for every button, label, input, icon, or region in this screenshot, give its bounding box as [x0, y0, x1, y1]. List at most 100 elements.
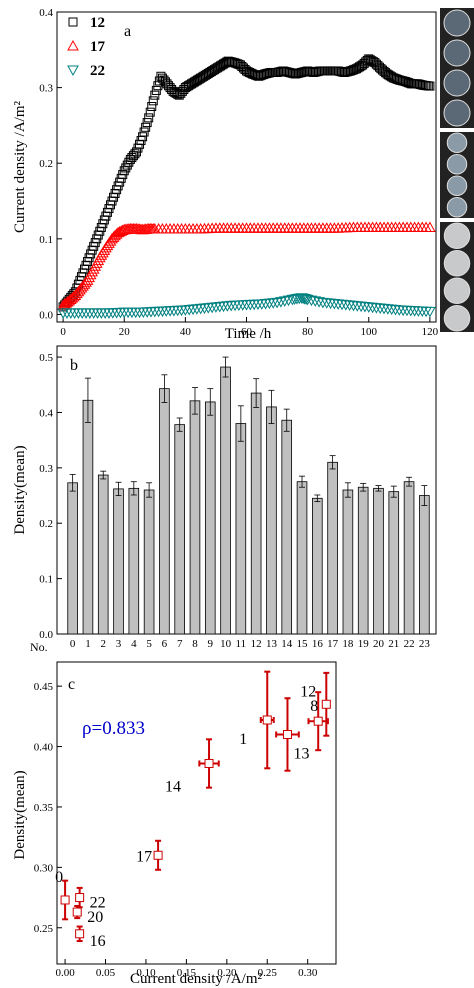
panel-c-y-axis-label: Density(mean) — [12, 770, 28, 859]
panel-c-point-label-1: 1 — [239, 731, 247, 748]
panel-a-point-12 — [138, 132, 148, 142]
panel-a-y-tick-label: 0.4 — [39, 7, 53, 19]
panel-b: 0.00.10.20.30.40.50 1 2 3 4 5 6 7 8 9 10 11 12 13 14 15… — [12, 345, 437, 654]
panel-b-y-tick-label: 0.1 — [39, 574, 53, 586]
panel-c-x-tick-label: 0.00 — [55, 967, 75, 979]
panel-a-point-12 — [145, 107, 155, 117]
panel-a-photo-well — [446, 154, 468, 175]
panel-c-point-label-8: 8 — [310, 698, 318, 715]
panel-a-point-17 — [67, 290, 80, 302]
panel-b-x-tick-label-3: 3 — [116, 638, 122, 650]
panel-a-y-tick-label: 0.2 — [39, 158, 53, 170]
panel-a-photo-well — [446, 132, 468, 153]
panel-a-point-22 — [424, 306, 436, 318]
panel-c-point-14 — [204, 758, 214, 768]
panel-a-point-22 — [305, 295, 318, 307]
panel-b-y-tick-label: 0.3 — [39, 463, 53, 475]
panel-a-point-12 — [139, 127, 149, 137]
panel-c-x-axis-label: Current density /A/m² — [130, 971, 262, 987]
panel-a-point-12 — [173, 89, 183, 99]
panel-a-point-22 — [275, 297, 287, 308]
panel-c-x-tick-label: 0.05 — [96, 967, 116, 979]
panel-c-point-label-17: 17 — [136, 848, 152, 865]
panel-b-x-tick-label-5: 5 — [146, 638, 152, 650]
panel-b-x-tick-label-12: 12 — [251, 638, 262, 650]
panel-b-bar-6 — [159, 388, 170, 635]
panel-b-x-tick-label-13: 13 — [266, 638, 278, 650]
panel-b-y-tick-label: 0.5 — [39, 352, 53, 364]
panel-c-y-tick-label: 0.35 — [34, 802, 54, 814]
panel-b-bar-5 — [143, 489, 155, 635]
panel-a-x-tick-label: 60 — [241, 326, 253, 338]
panel-b-y-tick-label: 0.4 — [39, 407, 53, 419]
panel-b-x-prefix-label: No. — [30, 640, 48, 654]
panel-b-y-tick-label: 0.0 — [39, 629, 53, 641]
panel-b-bar-14 — [281, 419, 293, 635]
panel-a-point-12 — [367, 56, 377, 66]
panel-c: 0.00 0.05 0.10 0.15 0.20 0.25 0.30 0.25 0.30 0.35… — [12, 661, 337, 987]
panel-b-bar-0 — [67, 482, 78, 635]
panel-b-x-tick-label-18: 18 — [342, 638, 354, 650]
panel-c-axes: 0.00 0.05 0.10 0.15 0.20 0.25 0.30 0.25 0.30 0.35… — [34, 681, 318, 979]
panel-a-point-12 — [237, 61, 247, 71]
panel-c-point-label-22: 22 — [90, 895, 106, 912]
panel-b-x-tick-label-20: 20 — [373, 638, 385, 650]
panel-a-y-tick-label: 0.3 — [39, 83, 53, 95]
panel-a-point-12 — [370, 58, 380, 68]
panel-a-x-tick-label: 20 — [119, 326, 131, 338]
panel-b-bar-1 — [82, 399, 94, 635]
panel-b-x-tick-label-10: 10 — [220, 638, 232, 650]
panel-a-photo-well — [443, 99, 471, 127]
panel-b-bar-7 — [174, 424, 185, 635]
panel-b-y-tick-label: 0.2 — [39, 518, 53, 530]
panel-b-axes: 0.00.10.20.30.40.50 1 2 3 4 5 6 7 8 9 10 11 12 13 14 15… — [39, 352, 430, 650]
panel-b-bar-2 — [97, 474, 109, 635]
panel-c-point-16 — [75, 929, 85, 939]
panel-a-point-12 — [425, 81, 435, 91]
panel-a-legend-marker — [67, 39, 79, 51]
panel-a-point-12 — [121, 163, 131, 173]
panel-a-point-17 — [424, 221, 436, 232]
panel-b-x-tick-label-19: 19 — [358, 638, 370, 650]
panel-b-bar-22 — [403, 481, 415, 635]
panel-b-bar-3 — [113, 488, 124, 635]
panel-b-bar-18 — [342, 489, 354, 635]
panel-c-point-label-14: 14 — [165, 778, 181, 795]
panel-a-point-12 — [119, 166, 129, 176]
panel-b-x-tick-label-9: 9 — [208, 638, 214, 650]
panel-b-bar-4 — [128, 487, 140, 635]
panel-b-x-tick-label-14: 14 — [281, 638, 293, 650]
panel-a-x-axis-label: Time /h — [225, 326, 272, 342]
panel-a-y-tick-label: 0.0 — [39, 309, 53, 321]
panel-c-y-tick-label: 0.40 — [34, 742, 54, 754]
panel-a-point-12 — [371, 59, 381, 69]
panel-c-y-tick-label: 0.45 — [34, 681, 54, 693]
panel-a-point-12 — [122, 160, 132, 170]
panel-c-x-tick-label: 0.30 — [298, 967, 318, 979]
panel-a-point-17 — [63, 294, 76, 306]
panel-a-photo-well — [443, 222, 471, 249]
panel-c-point-label-0: 0 — [55, 869, 63, 886]
panel-b-x-tick-label-11: 11 — [236, 638, 247, 650]
panel-c-point-label-20: 20 — [87, 909, 103, 926]
panel-b-x-tick-label-1: 1 — [85, 638, 91, 650]
panel-a-point-12 — [150, 90, 160, 100]
panel-b-bar-23 — [419, 495, 430, 635]
panel-b-bar-8 — [189, 400, 201, 635]
panel-b-x-tick-label-17: 17 — [327, 638, 339, 650]
panel-a-x-tick-label: 100 — [361, 326, 378, 338]
panel-c-y-tick-label: 0.30 — [34, 862, 54, 874]
panel-b-x-tick-label-22: 22 — [404, 638, 415, 650]
panel-a-point-12 — [147, 102, 157, 112]
panel-a-point-22 — [278, 296, 291, 307]
panel-a-marks — [57, 54, 436, 319]
panel-b-x-tick-label-16: 16 — [312, 638, 324, 650]
panel-a-y-axis-label: Current density /A/m² — [12, 101, 28, 233]
panel-b-bar-10 — [220, 366, 231, 635]
panel-c-point-8 — [313, 716, 323, 726]
panel-c-x-tick-label: 0.15 — [177, 967, 197, 979]
panel-a-legend-label-22: 22 — [90, 63, 105, 79]
panel-c-point-20 — [72, 907, 82, 917]
panel-a-photo-well — [443, 39, 471, 67]
